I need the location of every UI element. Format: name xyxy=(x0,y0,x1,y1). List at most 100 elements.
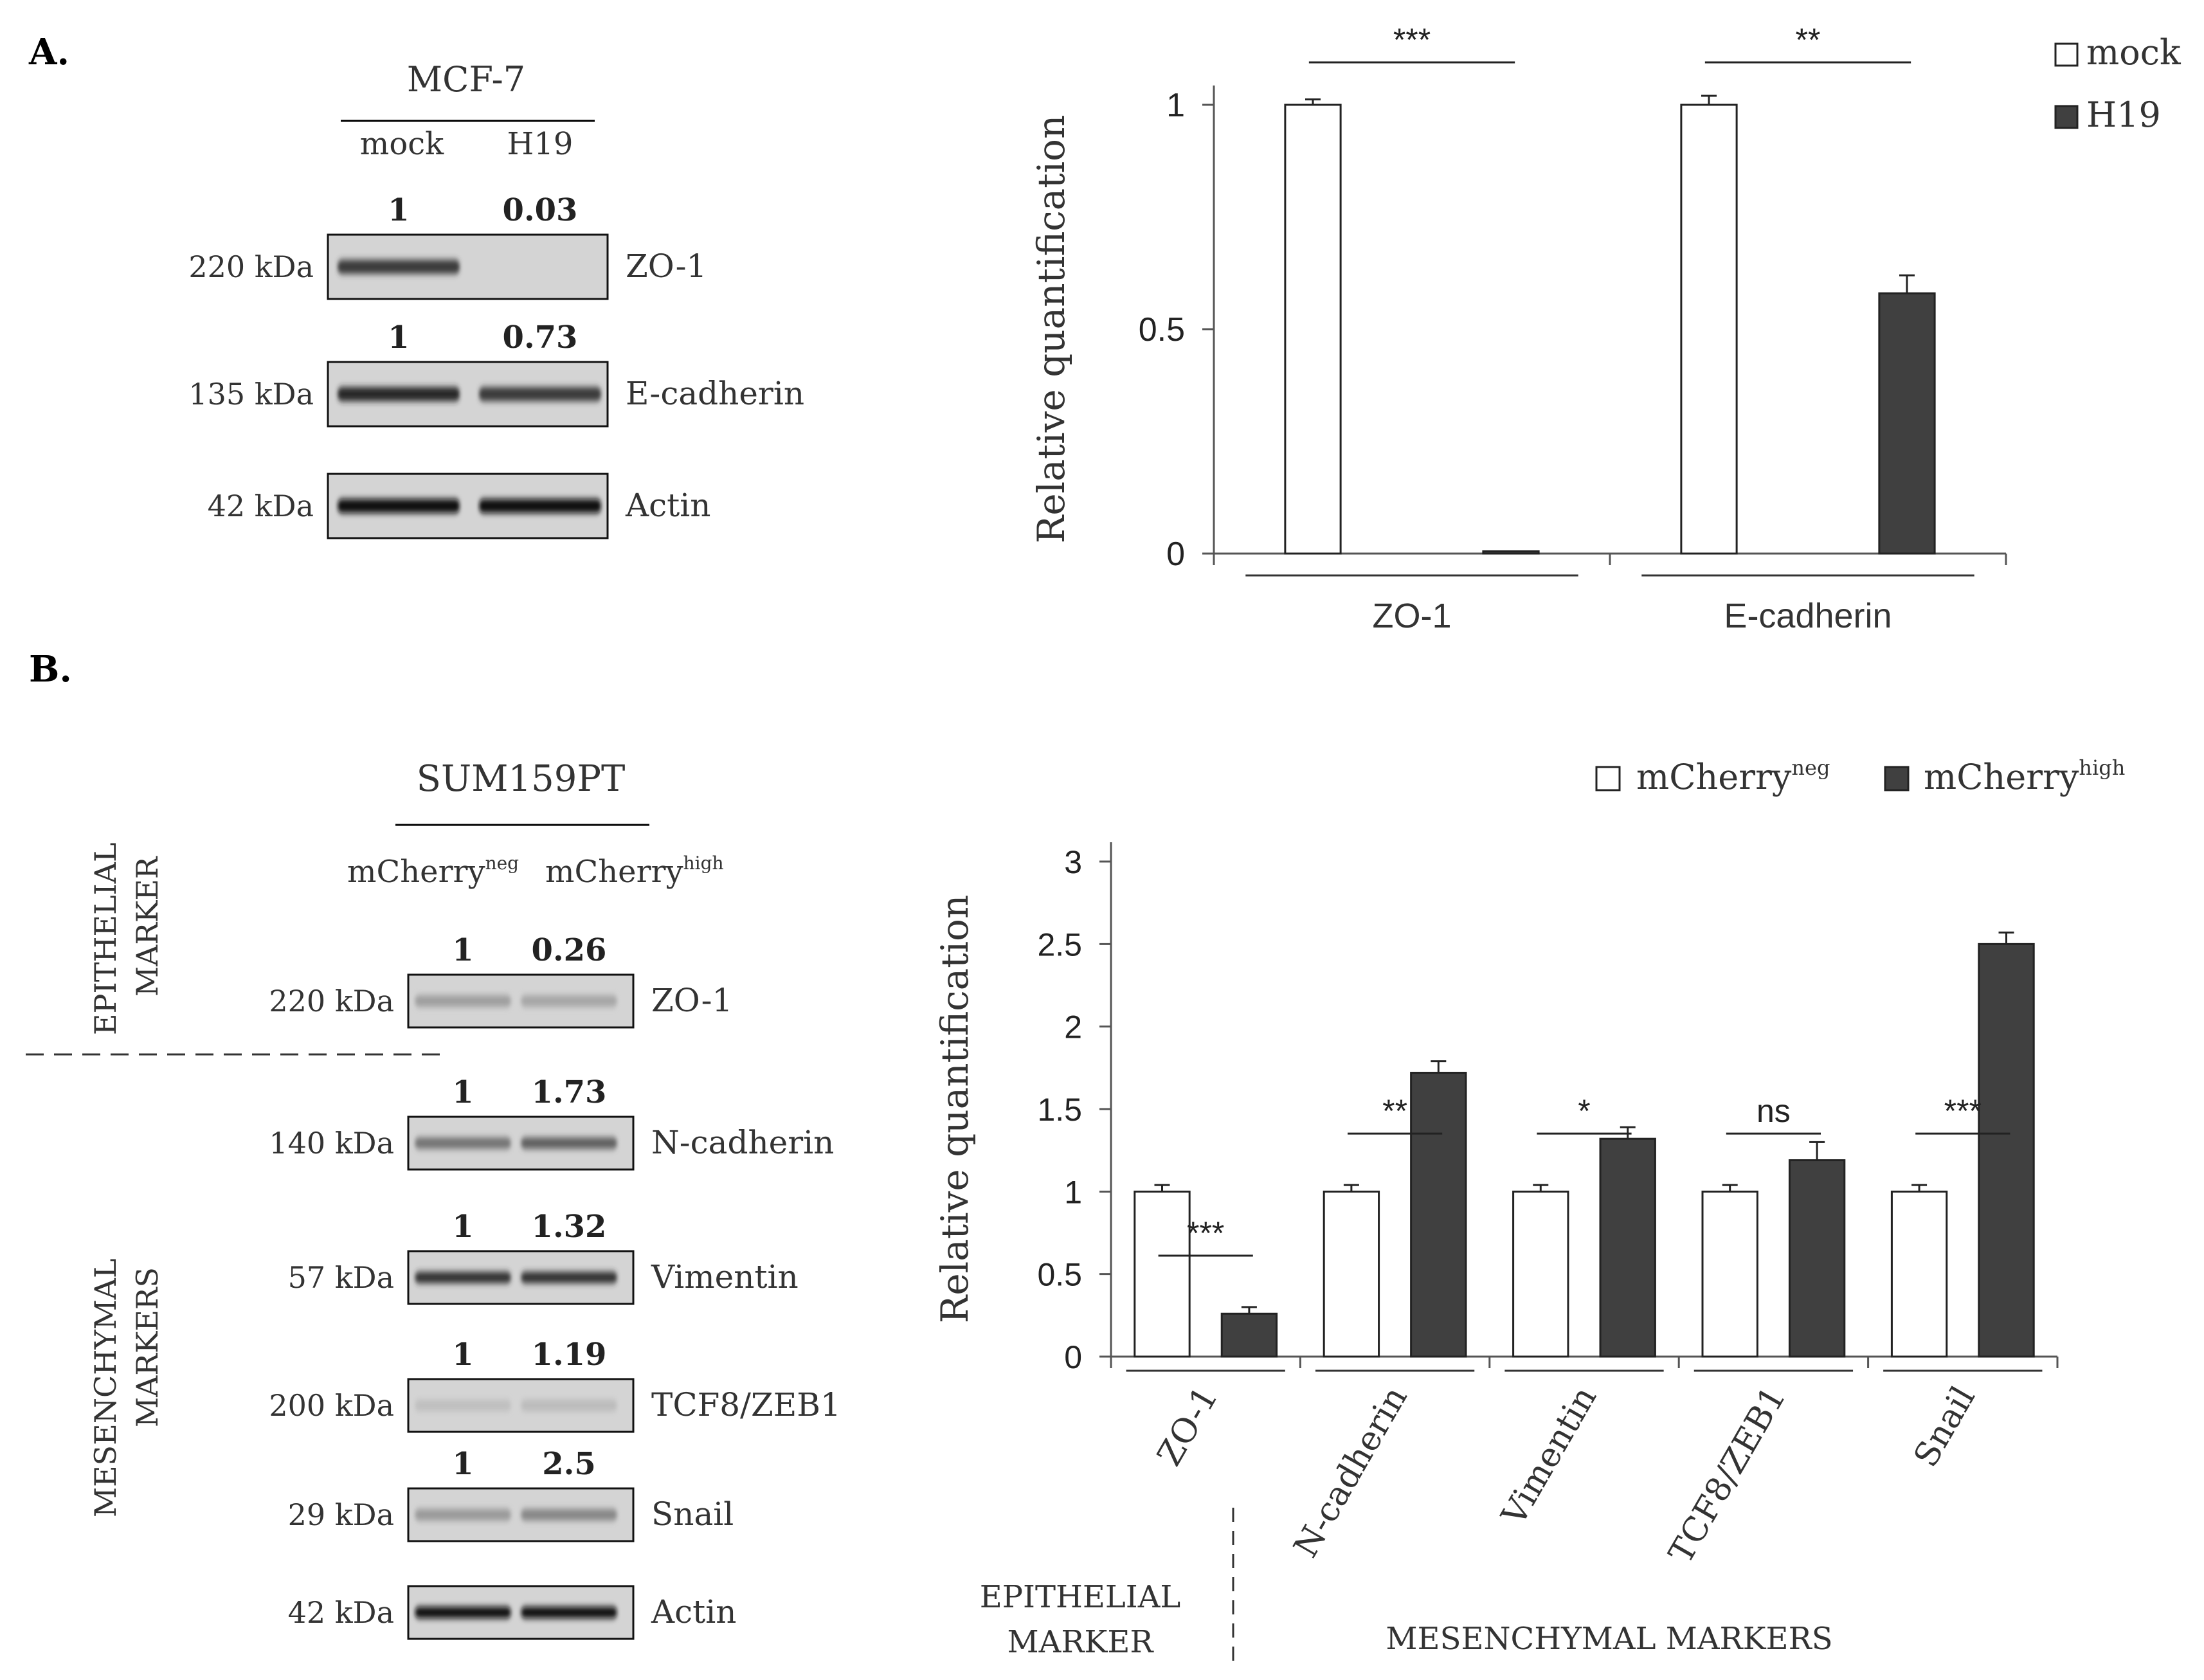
blot-band xyxy=(521,1272,617,1283)
legend-label-neg: mCherryneg xyxy=(1636,755,1830,797)
x-category-label: ZO-1 xyxy=(1150,1380,1226,1473)
blot-a-lane-mock: mock xyxy=(360,126,444,162)
legend-swatch-h19 xyxy=(2054,105,2079,129)
bar xyxy=(1878,292,1936,555)
blot-b-lane-neg: mCherryneg xyxy=(347,853,519,890)
y-axis-label: Relative quantification xyxy=(1029,115,1073,544)
group-label-mesenchymal: MESENCHYMAL MARKERS xyxy=(1386,1621,1832,1657)
blot-quant-lane-1: 1 xyxy=(452,1446,473,1482)
blot-protein-label: ZO-1 xyxy=(651,982,732,1019)
blot-band xyxy=(521,1509,617,1521)
bar xyxy=(1680,104,1738,555)
blot-quant-lane-2: 1.73 xyxy=(532,1074,607,1110)
blot-b-lane-high-sup: high xyxy=(683,853,724,874)
blot-band xyxy=(521,1137,617,1149)
bar xyxy=(1284,104,1342,555)
blot-kda-label: 57 kDa xyxy=(288,1260,394,1295)
chart-a: 0 0.5 1 Relative quantification *** ZO-1 ** E-c… xyxy=(1029,22,2181,635)
y-tick-label: 0.5 xyxy=(1037,1257,1082,1293)
bar xyxy=(1134,1190,1191,1358)
blot-b-cell-line: SUM159PT xyxy=(417,758,626,800)
significance-label: ** xyxy=(1382,1093,1407,1129)
significance-label: *** xyxy=(1944,1093,1982,1129)
bar xyxy=(1410,1072,1467,1358)
blot-kda-label: 140 kDa xyxy=(269,1126,394,1161)
y-tick-label: 3 xyxy=(1064,844,1082,880)
significance-label: ** xyxy=(1796,22,1821,58)
blot-band xyxy=(415,1400,511,1411)
y-tick-label: 1 xyxy=(1166,87,1185,124)
bar xyxy=(1323,1190,1380,1358)
x-category-label: Snail xyxy=(1906,1380,1983,1474)
bar xyxy=(1701,1190,1758,1358)
blot-kda-label: 220 kDa xyxy=(188,249,314,284)
blot-b-epithelial-label-1: EPITHELIAL xyxy=(88,842,123,1035)
blot-b-lane-neg-base: mCherry xyxy=(347,854,485,890)
significance-label: *** xyxy=(1187,1215,1224,1251)
bar xyxy=(1220,1312,1278,1358)
significance-label: *** xyxy=(1393,22,1431,58)
blot-quant-lane-2: 1.32 xyxy=(532,1209,607,1245)
blot-band xyxy=(521,1607,617,1618)
x-category-label: ZO-1 xyxy=(1372,597,1451,635)
blot-quant-lane-2: 0.03 xyxy=(503,192,578,228)
blot-band xyxy=(479,387,601,401)
blot-quant-lane-1: 1 xyxy=(452,1337,473,1373)
blot-quant-lane-1: 1 xyxy=(452,1074,473,1110)
blot-quant-lane-1: 1 xyxy=(452,1209,473,1245)
group-label-epithelial-1: EPITHELIAL xyxy=(980,1579,1181,1615)
legend-label-high-sup: high xyxy=(2079,755,2125,780)
significance-label: * xyxy=(1578,1093,1590,1129)
bar xyxy=(1482,550,1540,555)
blot-kda-label: 200 kDa xyxy=(269,1388,394,1423)
y-tick-label: 0.5 xyxy=(1139,311,1185,348)
blot-kda-label: 29 kDa xyxy=(288,1497,394,1532)
blot-b-lane-high-base: mCherry xyxy=(545,854,683,890)
blot-kda-label: 135 kDa xyxy=(188,377,314,411)
blot-band xyxy=(521,995,617,1007)
legend-label-neg-base: mCherry xyxy=(1636,757,1792,797)
blot-b-epithelial-label-2: MARKER xyxy=(130,856,165,997)
blot-quant-lane-1: 1 xyxy=(452,932,473,968)
bar xyxy=(1512,1190,1569,1358)
y-tick-label: 0 xyxy=(1064,1339,1082,1375)
bar xyxy=(1599,1137,1656,1358)
legend-label-high: mCherryhigh xyxy=(1924,755,2125,797)
legend-label-neg-sup: neg xyxy=(1791,755,1830,780)
legend-swatch-neg xyxy=(1595,766,1621,791)
blot-protein-label: Actin xyxy=(625,487,710,524)
legend-label-h19: H19 xyxy=(2086,95,2161,135)
blot-band xyxy=(479,499,601,513)
blot-band xyxy=(415,1509,511,1521)
blot-b-rows: 1 0.26 220 kDa ZO-1 1 1.73 140 kDa N-cadherin 1 1… xyxy=(269,932,841,1640)
blot-protein-label: TCF8/ZEB1 xyxy=(651,1386,841,1423)
y-tick-label: 0 xyxy=(1166,536,1185,573)
legend-swatch-mock xyxy=(2054,42,2079,67)
blot-band xyxy=(415,1607,511,1618)
blot-kda-label: 42 kDa xyxy=(288,1595,394,1630)
y-tick-label: 2.5 xyxy=(1037,926,1082,962)
blot-band xyxy=(415,1272,511,1283)
blot-protein-label: Actin xyxy=(651,1593,736,1630)
blot-kda-label: 220 kDa xyxy=(269,984,394,1018)
blot-protein-label: Snail xyxy=(651,1495,734,1533)
panel-a-label: A. xyxy=(28,31,69,73)
blot-a-lane-h19: H19 xyxy=(507,126,574,162)
x-category-label: E-cadherin xyxy=(1724,597,1892,635)
bar xyxy=(1788,1159,1846,1358)
y-tick-label: 2 xyxy=(1064,1009,1082,1045)
blot-quant-lane-1: 1 xyxy=(388,320,409,356)
blot-band xyxy=(415,995,511,1007)
panel-b-label: B. xyxy=(29,648,72,691)
blot-b-lane-high: mCherryhigh xyxy=(545,853,724,890)
blot-quant-lane-2: 0.73 xyxy=(503,320,578,356)
blot-quant-lane-2: 2.5 xyxy=(542,1446,596,1482)
blot-band xyxy=(338,499,460,513)
blot-b-mesenchymal-label-1: MESENCHYMAL xyxy=(88,1258,123,1517)
significance-label: ns xyxy=(1757,1093,1791,1129)
legend-swatch-high xyxy=(1884,766,1910,791)
y-tick-label: 1 xyxy=(1064,1174,1082,1210)
blot-b-mesenchymal-label-2: MARKERS xyxy=(130,1267,165,1427)
